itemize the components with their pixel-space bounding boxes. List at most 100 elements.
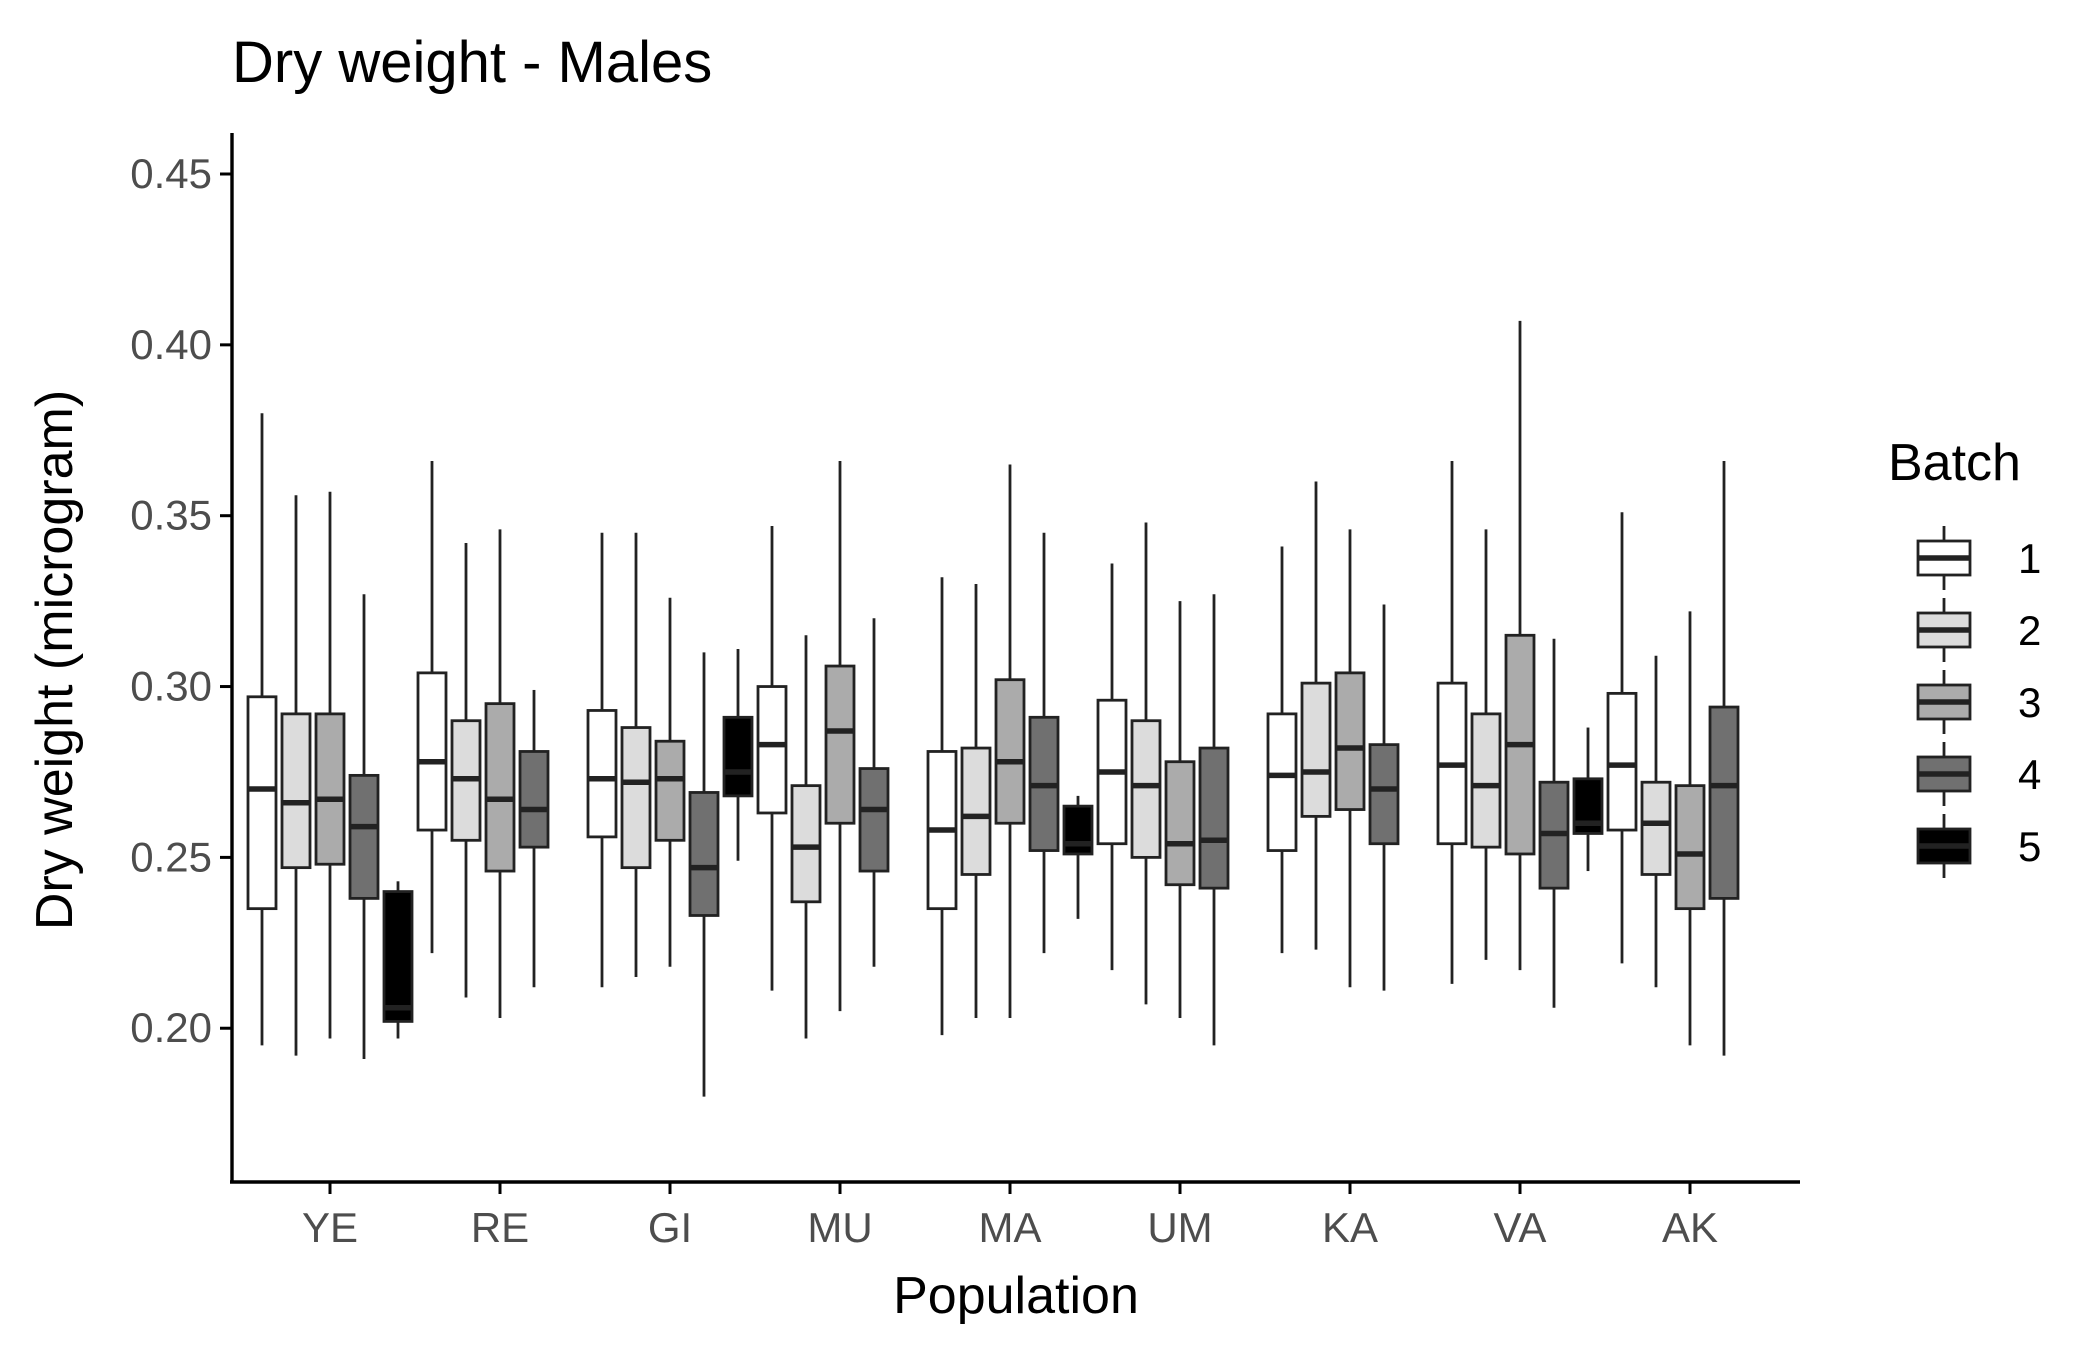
y-axis-ticks: 0.20 0.25 0.30 0.35 0.40 0.45	[130, 150, 232, 1051]
box-mu-batch-3	[824, 461, 856, 1012]
box-ak-batch-2	[1640, 655, 1672, 988]
box-ak-batch-1	[1606, 512, 1638, 964]
box-iqr	[756, 685, 788, 815]
box-ye-batch-2	[280, 495, 312, 1056]
box-ma-batch-4	[1028, 532, 1060, 954]
box-iqr	[1708, 705, 1740, 900]
legend-label: 3	[2018, 679, 2041, 726]
box-iqr	[824, 664, 856, 825]
legend-entries: 1 2 3 4 5	[1916, 526, 2041, 878]
legend-entry-5: 5	[1916, 814, 2041, 878]
legend-title: Batch	[1888, 434, 2021, 492]
box-re-batch-2	[450, 543, 482, 998]
legend-entry-1: 1	[1916, 526, 2041, 590]
box-iqr	[1300, 681, 1332, 818]
box-um-batch-1	[1096, 563, 1128, 971]
box-ka-batch-1	[1266, 546, 1298, 954]
box-um-batch-2	[1130, 522, 1162, 1005]
box-mu-batch-4	[858, 618, 890, 967]
box-va-batch-1	[1436, 461, 1468, 984]
box-gi-batch-1	[586, 532, 618, 988]
box-iqr	[1674, 784, 1706, 911]
box-iqr	[1266, 712, 1298, 852]
x-tick-label: MA	[979, 1204, 1042, 1251]
box-iqr	[620, 726, 652, 870]
box-iqr	[484, 702, 516, 873]
box-gi-batch-4	[688, 652, 720, 1097]
box-iqr	[960, 746, 992, 876]
box-mu-batch-2	[790, 635, 822, 1039]
box-iqr	[348, 773, 380, 900]
box-iqr	[994, 678, 1026, 825]
y-axis-title: Dry weight (microgram)	[26, 390, 84, 930]
box-iqr	[1164, 760, 1196, 887]
x-tick-label: AK	[1662, 1204, 1718, 1251]
box-iqr	[1062, 804, 1094, 856]
box-iqr	[382, 890, 414, 1023]
x-tick-label: RE	[471, 1204, 529, 1251]
chart-title: Dry weight - Males	[232, 30, 712, 95]
box-va-batch-5	[1572, 727, 1604, 872]
box-ma-batch-3	[994, 464, 1026, 1018]
box-iqr	[1130, 719, 1162, 859]
box-gi-batch-5	[722, 648, 754, 861]
box-va-batch-4	[1538, 638, 1570, 1008]
box-ma-batch-1	[926, 577, 958, 1036]
box-iqr	[1470, 712, 1502, 849]
box-iqr	[246, 695, 278, 911]
x-axis-ticks: YE RE GI MU MA UM KA VA AK	[302, 1182, 1718, 1251]
box-re-batch-1	[416, 461, 448, 954]
legend-entry-2: 2	[1916, 598, 2041, 662]
box-ka-batch-4	[1368, 604, 1400, 991]
plot-area: 0.20 0.25 0.30 0.35 0.40 0.45 YE RE GI MU MA UM KA V…	[130, 133, 1800, 1251]
x-tick-label: VA	[1494, 1204, 1547, 1251]
boxes-layer	[246, 320, 1740, 1097]
box-ma-batch-2	[960, 584, 992, 1018]
x-tick-label: YE	[302, 1204, 358, 1251]
box-gi-batch-2	[620, 532, 652, 977]
box-ye-batch-1	[246, 413, 278, 1046]
box-iqr	[1334, 671, 1366, 811]
box-ye-batch-5	[382, 881, 414, 1039]
y-tick-label: 0.35	[130, 492, 212, 539]
box-va-batch-3	[1504, 320, 1536, 971]
box-re-batch-4	[518, 689, 550, 988]
box-iqr	[858, 767, 890, 873]
legend-entry-3: 3	[1916, 670, 2041, 734]
x-axis-title: Population	[893, 1267, 1139, 1325]
legend-label: 1	[2018, 535, 2041, 582]
box-ka-batch-3	[1334, 529, 1366, 988]
box-iqr	[518, 750, 550, 849]
box-ye-batch-3	[314, 491, 346, 1039]
box-iqr	[314, 712, 346, 866]
y-tick-label: 0.45	[130, 150, 212, 197]
box-ak-batch-3	[1674, 611, 1706, 1046]
box-ak-batch-4	[1708, 461, 1740, 1056]
x-tick-label: GI	[648, 1204, 692, 1251]
box-um-batch-4	[1198, 594, 1230, 1046]
box-ka-batch-2	[1300, 481, 1332, 950]
box-iqr	[790, 784, 822, 904]
box-um-batch-3	[1164, 601, 1196, 1018]
box-iqr	[1606, 691, 1638, 832]
box-iqr	[416, 671, 448, 832]
y-tick-label: 0.30	[130, 663, 212, 710]
box-iqr	[280, 712, 312, 870]
x-tick-label: MU	[807, 1204, 872, 1251]
legend-label: 5	[2018, 823, 2041, 870]
legend: Batch 1 2 3 4 5	[1888, 434, 2041, 878]
box-iqr	[1640, 780, 1672, 876]
box-ma-batch-5	[1062, 795, 1094, 919]
y-tick-label: 0.25	[130, 833, 212, 880]
box-iqr	[654, 739, 686, 842]
y-tick-label: 0.40	[130, 321, 212, 368]
y-tick-label: 0.20	[130, 1004, 212, 1051]
box-gi-batch-3	[654, 597, 686, 967]
box-va-batch-2	[1470, 529, 1502, 960]
box-iqr	[1198, 746, 1230, 890]
box-re-batch-3	[484, 529, 516, 1018]
box-iqr	[1368, 743, 1400, 846]
box-iqr	[722, 715, 754, 798]
box-mu-batch-1	[756, 525, 788, 991]
